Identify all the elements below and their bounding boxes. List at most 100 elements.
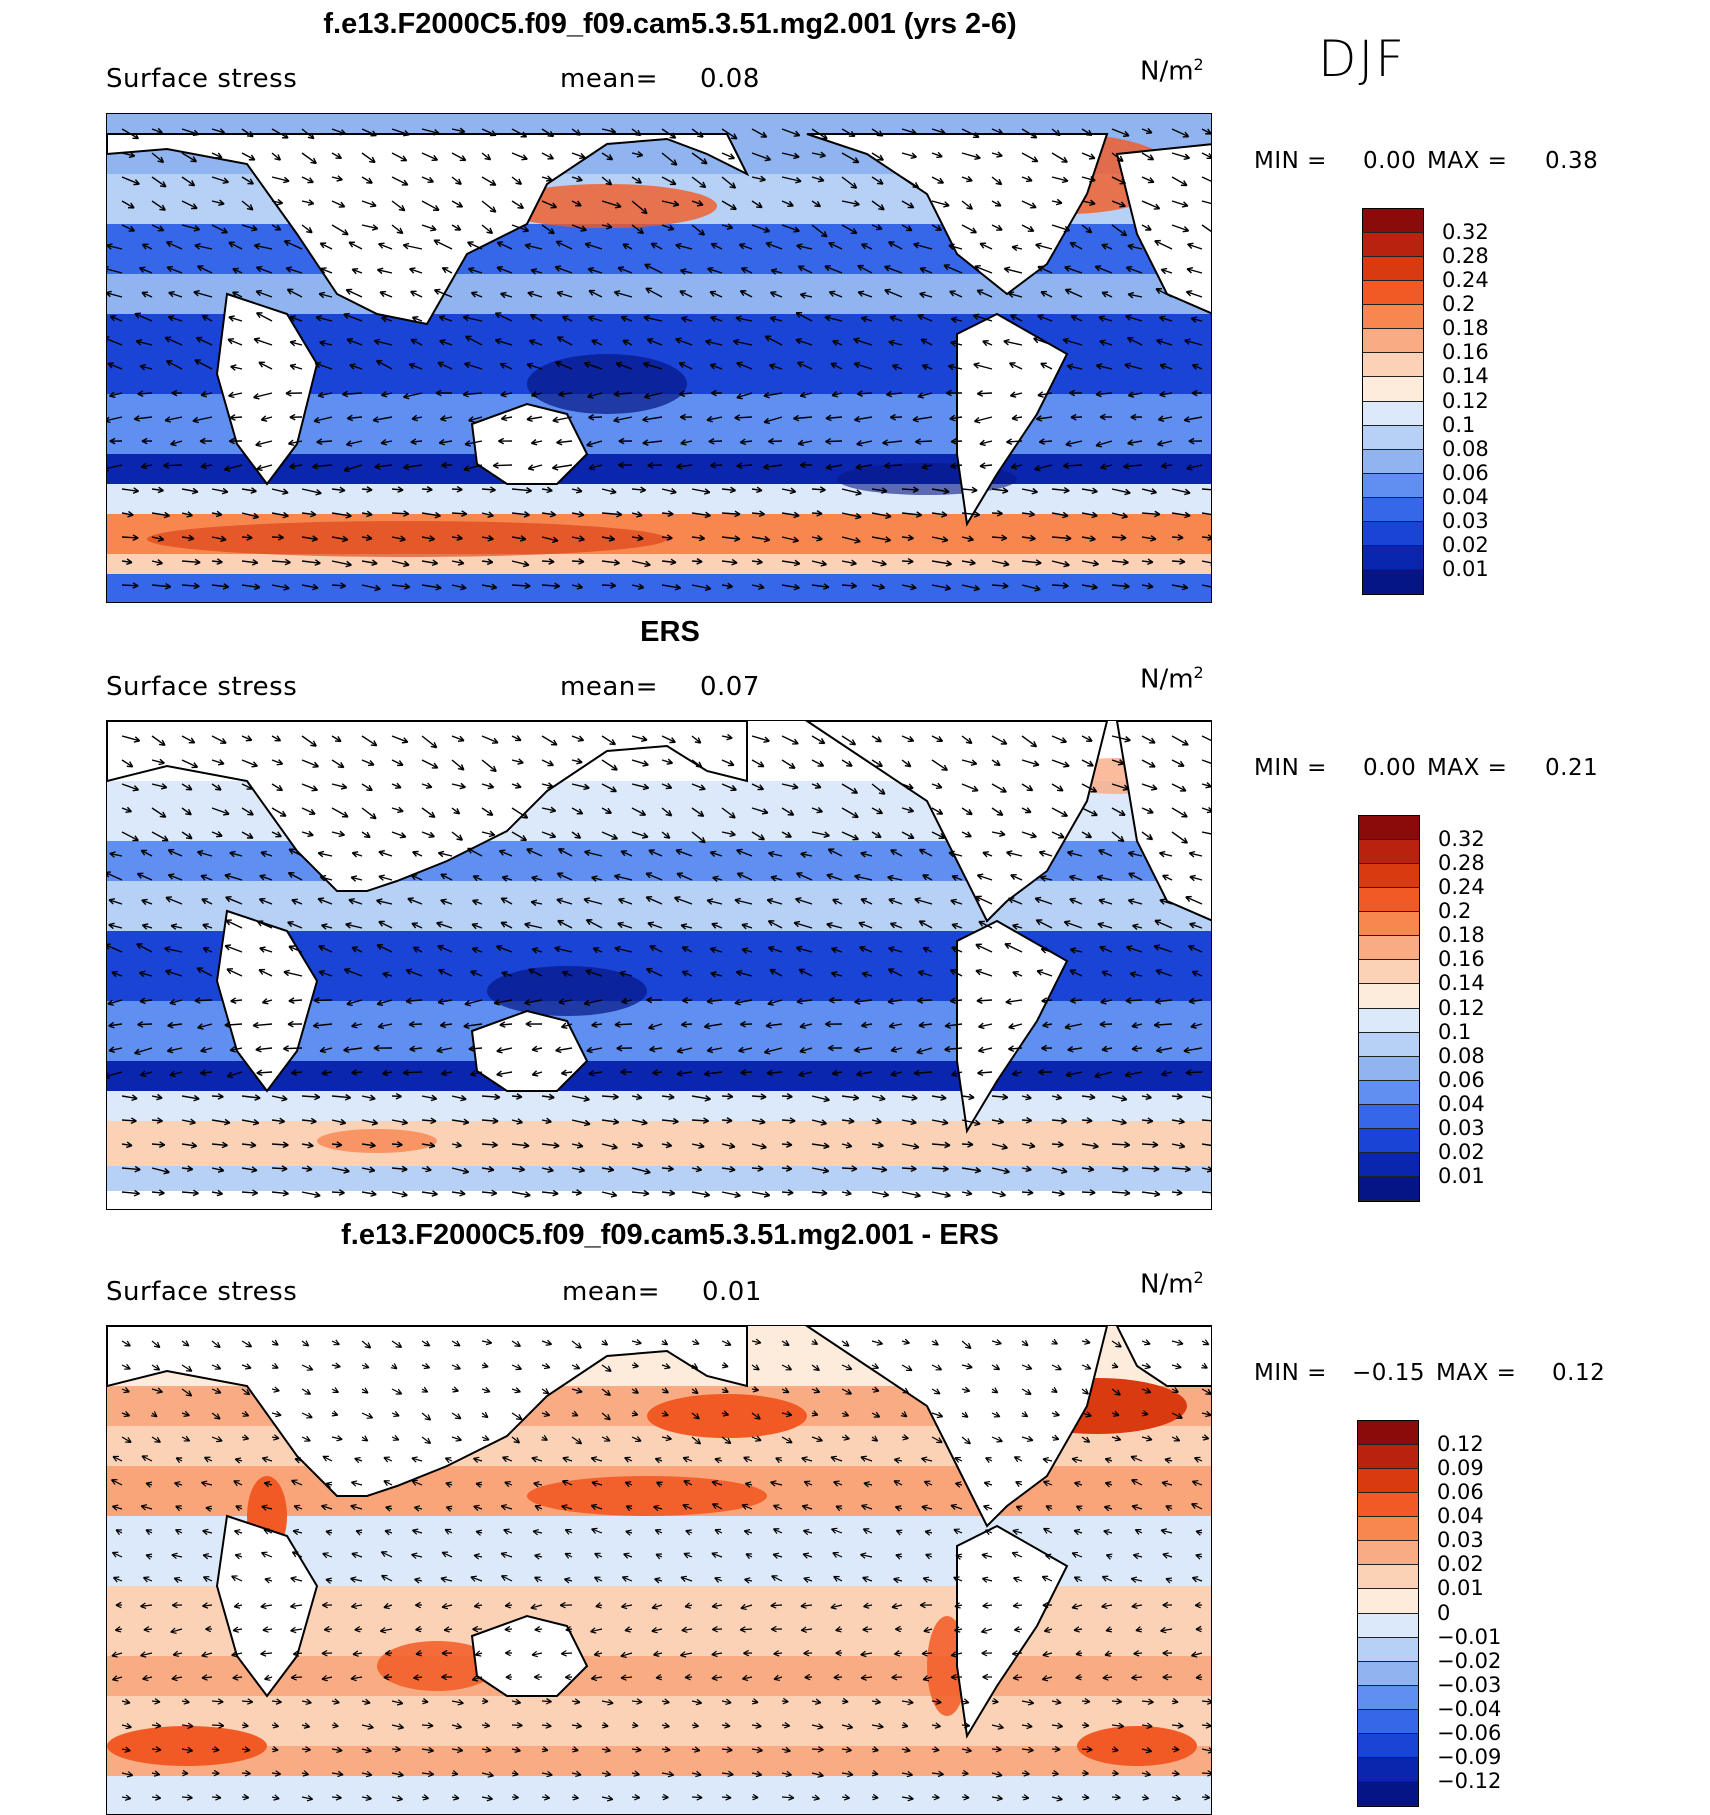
stress-vector: [150, 1411, 158, 1418]
stress-vector: [451, 1094, 467, 1102]
stress-vector: [871, 1363, 880, 1369]
stress-vector: [642, 439, 663, 446]
stress-vector: [772, 1552, 783, 1559]
colorbar-swatch: [1359, 1176, 1419, 1201]
stress-vector: [1021, 1746, 1034, 1754]
stress-vector: [751, 1722, 762, 1729]
stress-vector: [961, 1363, 973, 1370]
stress-vector: [271, 1117, 286, 1125]
stress-vector: [1111, 1698, 1123, 1705]
stress-vector: [481, 1434, 490, 1441]
stress-vector: [532, 1528, 543, 1536]
stress-vector: [601, 488, 617, 495]
stress-vector: [121, 1387, 130, 1394]
panel-1-min-value: 0.00: [1363, 148, 1417, 174]
stress-vector: [661, 534, 673, 541]
stress-vector: [260, 1650, 273, 1657]
panel-2-colorbar: [1358, 815, 1420, 1202]
stress-vector: [741, 947, 753, 954]
stress-vector: [772, 1504, 783, 1511]
stress-vector: [1011, 1551, 1023, 1558]
stress-vector: [931, 1698, 942, 1705]
colorbar-swatch: [1359, 936, 1419, 961]
stress-vector: [108, 1046, 123, 1053]
stress-vector: [1111, 534, 1127, 541]
stress-vector: [830, 1455, 843, 1462]
stress-vector: [770, 268, 783, 275]
stress-vector: [472, 875, 483, 882]
stress-vector: [681, 970, 693, 977]
stress-vector: [1162, 1601, 1173, 1609]
stress-vector: [691, 534, 706, 542]
stress-vector: [1127, 243, 1143, 251]
stress-vector: [770, 875, 783, 882]
stress-vector: [151, 200, 166, 211]
colorbar-swatch: [1358, 1685, 1418, 1710]
stress-vector: [560, 1650, 573, 1657]
stress-vector: [181, 128, 200, 137]
stress-vector: [151, 1364, 161, 1371]
stress-vector: [797, 265, 813, 274]
stress-vector: [751, 1364, 760, 1371]
stress-vector: [391, 831, 407, 839]
stress-vector: [202, 947, 213, 954]
stress-vector: [504, 1649, 513, 1657]
stress-vector: [1160, 1626, 1173, 1634]
stress-vector: [229, 1046, 243, 1053]
stress-vector: [241, 1141, 257, 1149]
stress-vector: [170, 923, 183, 930]
stress-vector: [751, 735, 770, 743]
stress-vector: [421, 807, 436, 818]
stress-vector: [931, 224, 943, 231]
stress-vector: [1141, 735, 1156, 744]
stress-vector: [661, 735, 676, 744]
stress-vector: [511, 152, 528, 161]
stress-vector: [901, 1387, 910, 1394]
stress-vector: [391, 1092, 402, 1100]
stress-vector: [945, 389, 963, 397]
stress-vector: [1171, 759, 1185, 767]
stress-vector: [301, 1364, 314, 1371]
stress-vector: [1081, 1093, 1096, 1101]
stress-vector: [1066, 363, 1083, 371]
stress-vector: [524, 999, 543, 1006]
stress-vector: [271, 1339, 279, 1346]
stress-vector: [601, 735, 616, 746]
stress-vector: [1081, 1698, 1091, 1705]
stress-vector: [436, 1046, 453, 1054]
stress-vector: [317, 897, 333, 905]
stress-vector: [893, 1480, 903, 1487]
stress-vector: [211, 510, 223, 518]
stress-vector: [571, 1746, 579, 1753]
stress-vector: [361, 152, 376, 164]
stress-vector: [1011, 1650, 1023, 1657]
stress-vector: [931, 200, 950, 208]
stress-vector: [601, 783, 617, 793]
stress-vector: [445, 1505, 453, 1512]
stress-vector: [931, 487, 950, 495]
stress-vector: [901, 224, 913, 232]
stress-vector: [811, 759, 825, 767]
stress-vector: [841, 1794, 851, 1801]
stress-vector: [241, 831, 254, 839]
stress-vector: [1012, 1602, 1023, 1609]
stress-vector: [241, 224, 258, 232]
stress-vector: [121, 1141, 133, 1149]
stress-vector: [1162, 1649, 1173, 1657]
stress-vector: [285, 266, 303, 274]
stress-vector: [227, 338, 243, 346]
stress-vector: [795, 872, 813, 881]
stress-vector: [107, 943, 123, 953]
stress-vector: [141, 1455, 153, 1462]
stress-vector: [481, 486, 496, 494]
stress-vector: [961, 807, 973, 816]
stress-vector: [890, 849, 903, 857]
stress-vector: [173, 1576, 183, 1583]
stress-vector: [121, 1794, 132, 1801]
colorbar-swatch: [1358, 1709, 1418, 1734]
stress-vector: [440, 415, 453, 422]
stress-vector: [1161, 1070, 1173, 1077]
stress-vector: [871, 1141, 884, 1149]
stress-vector: [361, 1141, 376, 1149]
stress-vector: [571, 128, 582, 136]
